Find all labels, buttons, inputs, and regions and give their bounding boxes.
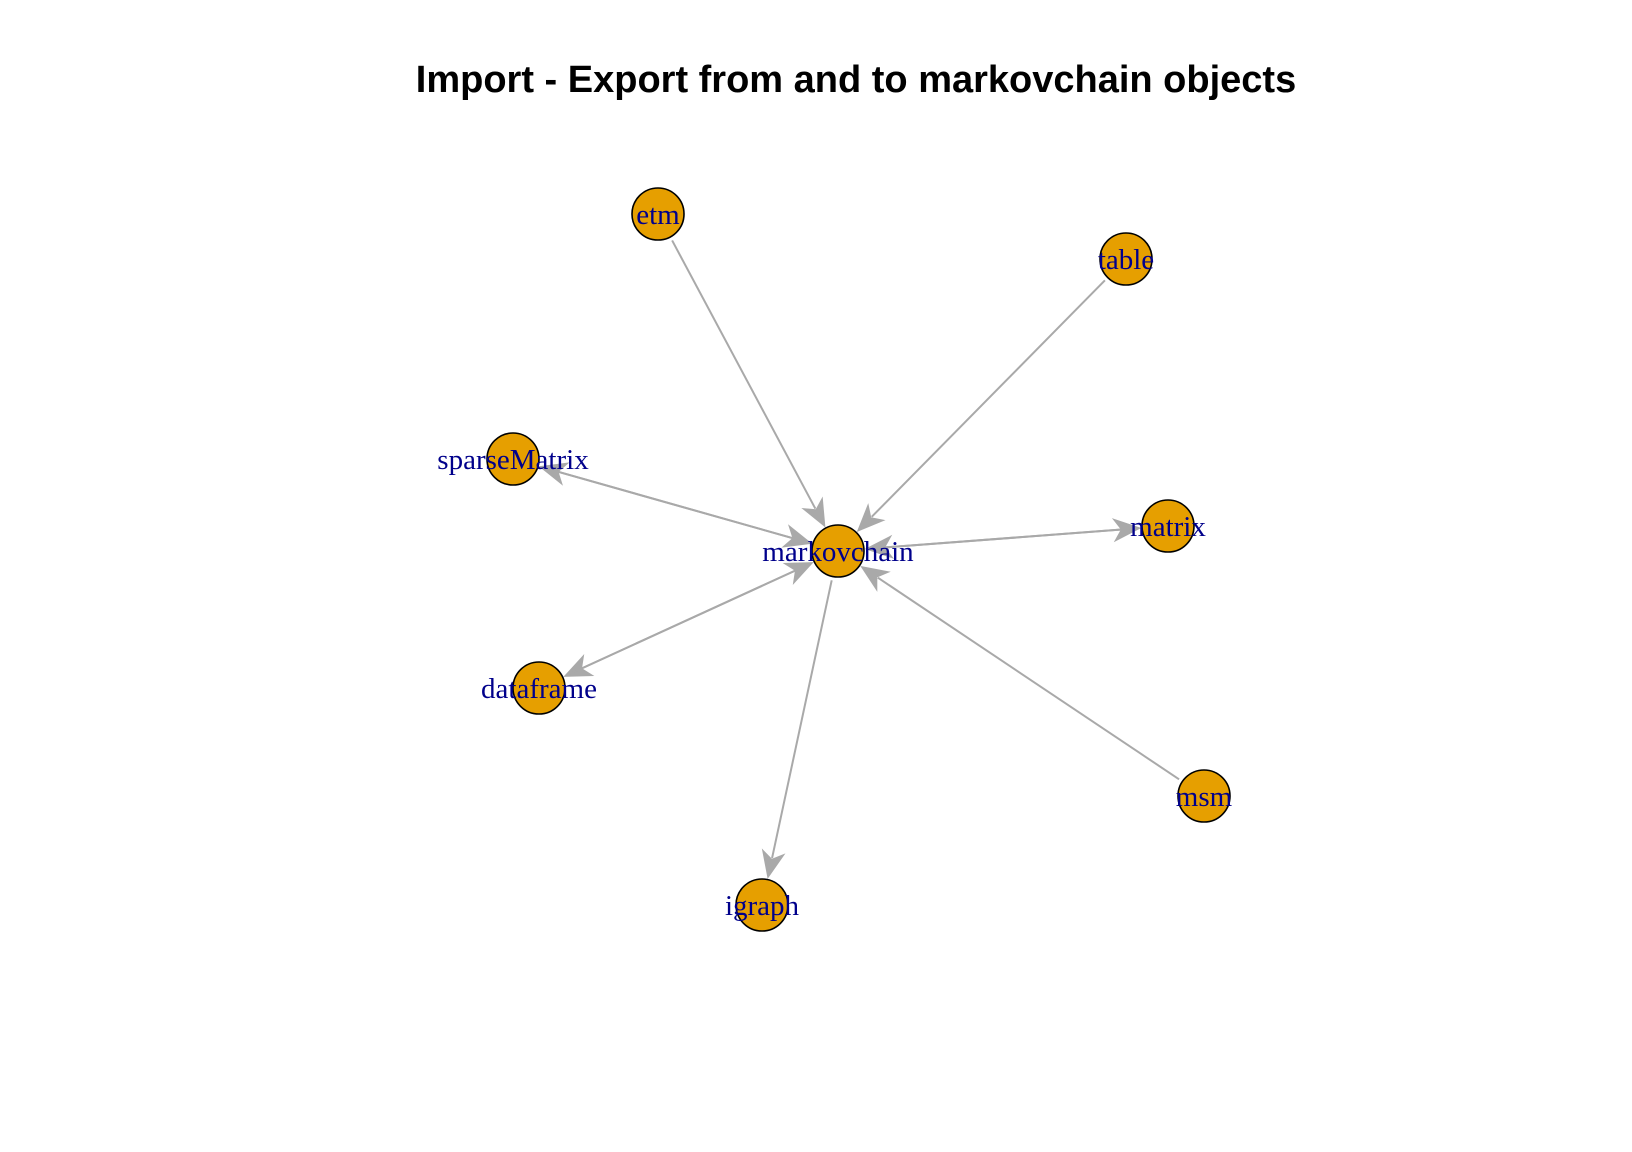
- nodes-layer: markovchain etm table sparseMatrix matrix dat…: [437, 187, 1233, 932]
- edge-arrowhead: [761, 848, 786, 879]
- edge-sparseMatrix-to-markovchain: [541, 466, 813, 548]
- node-msm: msm: [1176, 769, 1233, 823]
- node-circle: [512, 661, 566, 715]
- node-circle: [811, 524, 865, 578]
- edge-dataframe-to-markovchain: [565, 562, 814, 677]
- edge-arrowhead: [864, 534, 895, 559]
- node-label: dataframe: [481, 673, 597, 705]
- node-dataframe: dataframe: [481, 661, 597, 715]
- edge-arrowhead: [860, 565, 891, 592]
- node-label: igraph: [725, 890, 800, 922]
- node-circle: [631, 187, 685, 241]
- node-igraph: igraph: [725, 878, 800, 932]
- edge-line: [671, 239, 817, 510]
- edge-arrowhead: [782, 562, 814, 586]
- node-label: msm: [1176, 781, 1233, 813]
- edge-arrowhead: [856, 503, 886, 533]
- edge-line: [565, 570, 795, 677]
- node-label: matrix: [1130, 511, 1206, 543]
- node-sparseMatrix: sparseMatrix: [437, 432, 589, 486]
- node-circle: [486, 432, 540, 486]
- edge-table-to-markovchain: [856, 279, 1106, 533]
- node-table: table: [1098, 232, 1154, 286]
- diagram-title: Import - Export from and to markovchain …: [416, 59, 1296, 101]
- node-markovchain: markovchain: [762, 524, 914, 578]
- edge-line: [885, 527, 1139, 549]
- edge-line: [877, 576, 1180, 781]
- edge-line: [771, 580, 833, 859]
- edge-arrowhead: [781, 524, 813, 548]
- edge-msm-to-markovchain: [860, 565, 1180, 781]
- edge-line: [541, 466, 793, 539]
- node-label: table: [1098, 244, 1154, 276]
- node-label: etm: [636, 199, 680, 231]
- node-circle: [1099, 232, 1153, 286]
- node-label: sparseMatrix: [437, 444, 589, 476]
- node-label: markovchain: [762, 536, 914, 568]
- edge-etm-to-markovchain: [671, 239, 826, 528]
- node-matrix: matrix: [1130, 499, 1206, 553]
- node-circle: [1141, 499, 1195, 553]
- node-circle: [1177, 769, 1231, 823]
- edge-line: [870, 279, 1106, 518]
- node-etm: etm: [631, 187, 685, 241]
- edge-markovchain-to-igraph: [761, 580, 833, 879]
- edge-arrowhead: [801, 496, 826, 528]
- edge-matrix-to-markovchain: [864, 527, 1139, 559]
- edges-layer: [538, 239, 1180, 879]
- node-circle: [735, 878, 789, 932]
